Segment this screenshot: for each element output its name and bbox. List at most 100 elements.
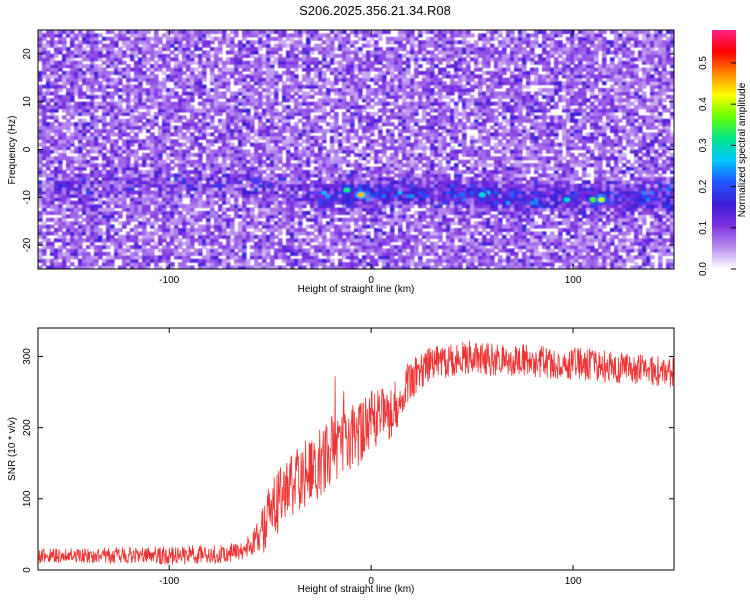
spectrogram-cell [206, 149, 211, 154]
spectrogram-cell [82, 129, 87, 134]
spectrogram-cell [330, 197, 335, 202]
spectrogram-cell [70, 57, 75, 62]
spectrogram-cell [146, 221, 151, 226]
spectrogram-cell [274, 47, 279, 52]
spectrogram-cell [110, 228, 115, 233]
spectrogram-cell [286, 224, 291, 229]
spectrogram-cell [314, 187, 319, 192]
spectrogram-cell [290, 231, 295, 236]
spectrogram-cell [298, 81, 303, 86]
spectrogram-cell [246, 200, 251, 205]
spectrogram-cell [78, 43, 83, 48]
spectrogram-cell [42, 224, 47, 229]
spectrogram-cell [362, 94, 367, 99]
spectrogram-cell [70, 173, 75, 178]
spectrogram-cell [74, 60, 79, 65]
spectrogram-cell [370, 146, 375, 151]
spectrogram-cell [266, 214, 271, 219]
spectrogram-cell [126, 70, 131, 75]
spectrogram-cell [266, 265, 271, 269]
spectrogram-cell [90, 142, 95, 147]
spectrogram-cell [126, 210, 131, 215]
spectrogram-cell [214, 193, 219, 198]
spectrogram-cell [86, 207, 91, 212]
spectrogram-cell [42, 33, 47, 38]
spectrogram-cell [198, 91, 203, 96]
spectrogram-cell [54, 204, 59, 209]
spectrogram-cell [190, 30, 195, 35]
spectrogram-cell [114, 193, 119, 198]
spectrogram-cell [66, 122, 71, 127]
spectrogram-cell [246, 47, 251, 52]
spectrogram-cell [166, 187, 171, 192]
spectrogram-cell [106, 139, 111, 144]
spectrogram-cell [66, 207, 71, 212]
spectrogram-cell [290, 258, 295, 263]
spectrogram-cell [114, 132, 119, 137]
spectrogram-cell [250, 173, 255, 178]
spectrogram-cell [330, 88, 335, 93]
spectrogram-cell [134, 43, 139, 48]
spectrogram-cell [134, 159, 139, 164]
spectrogram-cell [390, 50, 395, 55]
spectrogram-cell [174, 173, 179, 178]
spectrogram-cell [374, 258, 379, 263]
spectrogram-cell [314, 217, 319, 222]
spectrogram-cell [278, 238, 283, 243]
spectrogram-cell [50, 40, 55, 45]
spectrogram-cell [218, 70, 223, 75]
spectrogram-cell [118, 105, 123, 110]
spectrogram-cell [330, 149, 335, 154]
spectrogram-cell [110, 47, 115, 52]
spectrogram-cell [210, 210, 215, 215]
spectrogram-cell [310, 159, 315, 164]
spectrogram-cell [142, 105, 147, 110]
spectrogram-cell [226, 70, 231, 75]
spectrogram-cell [46, 176, 51, 181]
spectrogram-cell [330, 146, 335, 151]
spectrogram-cell [174, 33, 179, 38]
spectrogram-cell [58, 180, 63, 185]
spectrogram-cell [62, 224, 67, 229]
spectrogram-cell [334, 228, 339, 233]
spectrogram-cell [98, 118, 103, 123]
spectrogram-cell [130, 50, 135, 55]
spectrogram-cell [138, 169, 143, 174]
spectrogram-cell [122, 258, 127, 263]
spectrogram-cell [242, 163, 247, 168]
spectrogram-cell [194, 190, 199, 195]
spectrogram-cell [150, 190, 155, 195]
spectrogram-cell [250, 40, 255, 45]
spectrogram-cell [222, 221, 227, 226]
spectrogram-cell [314, 57, 319, 62]
spectrogram-cell [58, 169, 63, 174]
spectrogram-cell [198, 156, 203, 161]
spectrogram-cell [98, 149, 103, 154]
spectrogram-cell [286, 231, 291, 236]
spectrogram-cell [90, 214, 95, 219]
spectrogram-cell [358, 217, 363, 222]
spectrogram-cell [46, 228, 51, 233]
spectrogram-cell [154, 166, 159, 171]
spectrogram-cell [310, 129, 315, 134]
spectrogram-cell [234, 187, 239, 192]
spectrogram-cell [190, 146, 195, 151]
spectrogram-cell [54, 40, 59, 45]
spectrogram-cell [294, 163, 299, 168]
spectrogram-cell [210, 166, 215, 171]
spectrogram-cell [350, 60, 355, 65]
spectrogram-cell [390, 238, 395, 243]
spectrogram-cell [170, 180, 175, 185]
spectrogram-cell [318, 262, 323, 267]
spectrogram-cell [50, 91, 55, 96]
spectrogram-cell [118, 200, 123, 205]
spectrogram-cell [266, 193, 271, 198]
spectrogram-cell [62, 200, 67, 205]
spectrogram-cell [390, 152, 395, 157]
spectrogram-cell [262, 94, 267, 99]
spectrogram-cell [274, 149, 279, 154]
spectrogram-cell [302, 60, 307, 65]
spectrogram-cell [346, 81, 351, 86]
spectrogram-cell [370, 43, 375, 48]
spectrogram-cell [386, 214, 391, 219]
